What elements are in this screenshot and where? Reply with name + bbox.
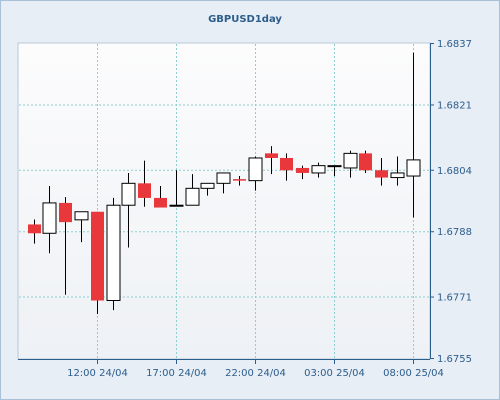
candle-body-bull bbox=[216, 172, 231, 184]
y-tick-label: 1.6821 bbox=[437, 100, 472, 111]
candle-body-bull bbox=[74, 211, 89, 221]
x-tick-label: 17:00 24/04 bbox=[146, 368, 207, 379]
candle-body-bear bbox=[59, 202, 72, 223]
candle-21 bbox=[343, 150, 358, 178]
candle-6 bbox=[106, 197, 121, 311]
candle-22 bbox=[359, 150, 372, 173]
candle-25 bbox=[406, 52, 421, 218]
chart-title: GBPUSD1day bbox=[208, 14, 282, 25]
x-tick-label: 22:00 24/04 bbox=[225, 368, 286, 379]
candle-body-bear bbox=[359, 153, 372, 171]
y-tick-label: 1.6788 bbox=[437, 227, 472, 238]
plot-area bbox=[17, 42, 431, 360]
candle-body-bull bbox=[343, 152, 358, 169]
candle-23 bbox=[375, 157, 388, 186]
y-tick-label: 1.6771 bbox=[437, 293, 472, 304]
x-tick-label: 03:00 25/04 bbox=[304, 368, 365, 379]
candle-13 bbox=[216, 172, 231, 194]
candle-body-bull bbox=[311, 165, 326, 174]
candle-body-bear bbox=[91, 211, 104, 301]
candle-24 bbox=[390, 156, 405, 186]
candle-body-bull bbox=[327, 165, 342, 168]
candle-7 bbox=[121, 172, 136, 248]
candle-3 bbox=[59, 197, 72, 295]
candle-11 bbox=[185, 174, 200, 206]
candle-2 bbox=[42, 186, 57, 254]
candle-body-bull bbox=[185, 187, 200, 206]
y-tick-label: 1.6837 bbox=[437, 39, 472, 50]
candle-body-bull bbox=[169, 204, 184, 207]
candle-body-bull bbox=[248, 157, 263, 182]
candle-16 bbox=[265, 146, 278, 175]
candle-body-bull bbox=[390, 172, 405, 179]
axes: 1.6837 1.6821 1.6804 1.6788 1.6771 1.6755 12:0… bbox=[18, 39, 472, 379]
candle-body-bear bbox=[296, 167, 309, 173]
candle-12 bbox=[200, 182, 215, 196]
candle-body-bull bbox=[121, 182, 136, 206]
y-tick-label: 1.6804 bbox=[437, 166, 472, 177]
candle-body-bear bbox=[375, 170, 388, 178]
candle-body-bear bbox=[280, 157, 293, 171]
candle-5 bbox=[91, 211, 104, 314]
candle-15 bbox=[248, 156, 263, 191]
candle-body-bear bbox=[233, 179, 246, 181]
x-tick-label: 08:00 25/04 bbox=[383, 368, 444, 379]
candle-20 bbox=[327, 165, 342, 177]
candle-4 bbox=[74, 211, 89, 243]
candle-10 bbox=[169, 170, 184, 207]
candle-17 bbox=[280, 153, 293, 181]
candle-body-bear bbox=[265, 153, 278, 158]
candle-body-bull bbox=[106, 204, 121, 301]
candle-body-bear bbox=[154, 197, 167, 208]
candle-body-bull bbox=[200, 182, 215, 189]
candle-1 bbox=[28, 219, 41, 244]
candle-18 bbox=[296, 165, 309, 180]
candle-19 bbox=[311, 162, 326, 178]
candle-8 bbox=[138, 160, 151, 207]
x-tick-label: 12:00 24/04 bbox=[67, 368, 128, 379]
candle-body-bull bbox=[406, 159, 421, 177]
candle-9 bbox=[154, 186, 167, 208]
candle-body-bear bbox=[28, 224, 41, 234]
candle-body-bull bbox=[42, 202, 57, 234]
candle-14 bbox=[233, 176, 246, 186]
candles bbox=[28, 52, 421, 314]
candle-body-bear bbox=[138, 183, 151, 198]
y-tick-label: 1.6755 bbox=[437, 354, 472, 365]
